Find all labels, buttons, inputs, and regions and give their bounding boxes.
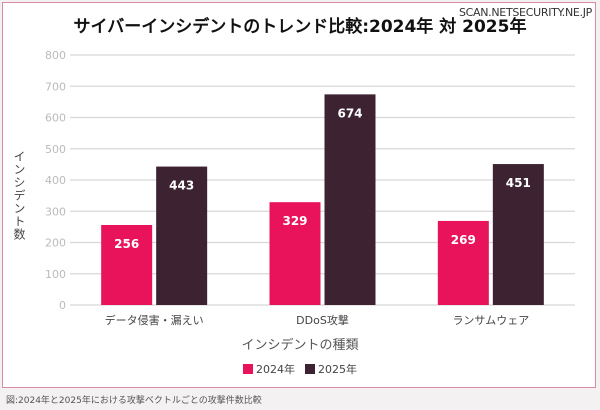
legend-swatch-2024	[243, 364, 253, 374]
y-tick-label: 500	[45, 143, 66, 156]
x-tick-label: ランサムウェア	[452, 314, 529, 327]
y-tick-label: 700	[45, 80, 66, 93]
watermark: SCAN.NETSECURITY.NE.JP	[458, 6, 592, 19]
data-label: 451	[506, 176, 531, 190]
y-tick-label: 0	[59, 299, 66, 312]
legend-item-2024: 2024年	[243, 361, 295, 377]
data-label: 256	[114, 237, 139, 251]
y-axis-label: インシデント数	[12, 150, 26, 241]
y-tick-label: 100	[45, 268, 66, 281]
y-tick-label: 400	[45, 174, 66, 187]
legend-label-2024: 2024年	[256, 363, 295, 376]
bar-2025	[156, 166, 208, 305]
legend-swatch-2025	[305, 364, 315, 374]
bar-2024	[101, 225, 153, 305]
data-label: 269	[451, 233, 476, 247]
legend-item-2025: 2025年	[305, 361, 357, 377]
bar-2025	[492, 164, 544, 305]
legend-label-2025: 2025年	[318, 363, 357, 376]
y-tick-label: 200	[45, 237, 66, 250]
x-tick-label: データ侵害・漏えい	[105, 313, 204, 327]
x-tick-label: DDoS攻撃	[296, 313, 349, 327]
data-label: 329	[282, 214, 307, 228]
legend: 2024年 2025年	[0, 361, 600, 377]
y-tick-label: 300	[45, 205, 66, 218]
y-tick-label: 800	[45, 49, 66, 62]
x-axis-label: インシデントの種類	[241, 338, 359, 353]
figure-caption: 図:2024年と2025年における攻撃ベクトルごとの攻撃件数比較	[6, 396, 262, 406]
y-tick-label: 600	[45, 112, 66, 125]
data-label: 443	[169, 179, 194, 193]
bar-2024	[437, 220, 489, 305]
bar-2025	[324, 94, 376, 305]
bar-2024	[269, 202, 321, 305]
chart-title: サイバーインシデントのトレンド比較:2024年 対 2025年	[73, 17, 527, 37]
data-label: 674	[337, 106, 362, 120]
